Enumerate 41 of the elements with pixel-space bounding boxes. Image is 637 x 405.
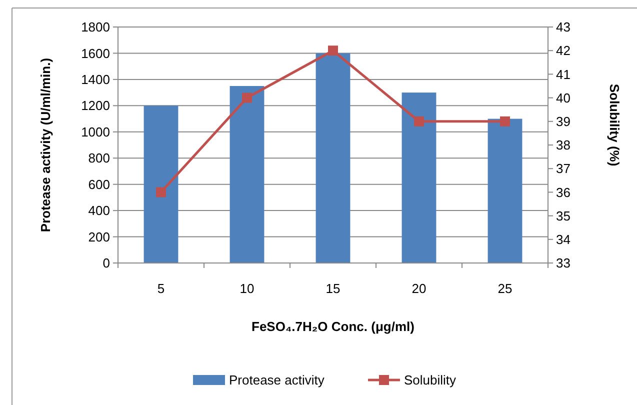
- legend-label: Solubility: [404, 372, 457, 388]
- point: [500, 116, 510, 126]
- y-tick-label: 1600: [81, 46, 110, 61]
- point: [242, 92, 252, 103]
- y2-axis-title: Solubility (%): [607, 84, 622, 166]
- y-tick-label: 600: [88, 176, 110, 192]
- x-tick-label: 15: [326, 281, 340, 296]
- bar: [488, 118, 522, 263]
- y-tick-label: 1200: [81, 98, 110, 114]
- y2-tick-label: 41: [556, 66, 570, 82]
- y2-tick-label: 37: [556, 161, 570, 176]
- y-axis-title: Protease activity (U/ml/min.): [38, 58, 53, 232]
- y2-tick-label: 43: [556, 20, 570, 35]
- y-tick-label: 1000: [81, 124, 110, 140]
- legend-label: Protease activity: [229, 372, 325, 388]
- x-tick-label: 10: [240, 281, 254, 296]
- x-tick-label: 25: [498, 281, 512, 296]
- x-axis-title: FeSO₄.7H₂O Conc. (μg/ml): [252, 319, 414, 334]
- bar: [402, 92, 436, 263]
- y-tick-label: 1400: [81, 72, 110, 87]
- x-tick-label: 5: [157, 281, 165, 296]
- y2-tick-label: 36: [556, 184, 570, 200]
- y2-tick-label: 38: [556, 138, 570, 153]
- y2-tick-label: 42: [556, 43, 570, 58]
- y-tick-label: 1800: [81, 20, 110, 35]
- y2-tick-label: 35: [556, 208, 570, 224]
- y2-tick-label: 40: [556, 90, 570, 106]
- y-tick-label: 200: [88, 229, 110, 244]
- y2-tick-label: 33: [556, 256, 570, 271]
- bar: [144, 106, 178, 263]
- y-tick-label: 800: [88, 150, 110, 166]
- bar: [230, 86, 264, 263]
- y-tick-label: 400: [88, 203, 110, 218]
- point: [328, 46, 338, 56]
- y2-tick-label: 34: [556, 232, 570, 247]
- y-tick-label: 0: [102, 256, 110, 271]
- y2-tick-label: 39: [556, 114, 570, 129]
- point: [414, 116, 424, 126]
- bar: [316, 53, 350, 263]
- x-tick-label: 20: [412, 281, 426, 296]
- point: [156, 187, 166, 198]
